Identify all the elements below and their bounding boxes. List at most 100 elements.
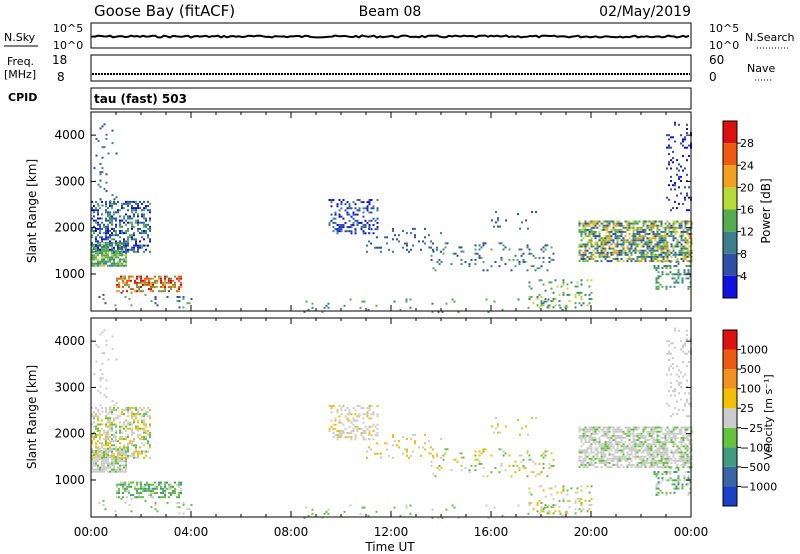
power-cell — [123, 240, 125, 243]
power-cell — [604, 226, 607, 229]
power-cell — [682, 251, 685, 254]
velocity-cell — [514, 460, 517, 463]
power-cell — [614, 224, 617, 227]
velocity-cell — [584, 432, 587, 435]
power-cell — [654, 224, 657, 227]
velocity-frame — [90, 317, 692, 518]
power-cell — [600, 253, 603, 256]
power-cell — [666, 134, 668, 137]
velocity-cell — [600, 459, 603, 462]
power-cell — [648, 241, 651, 244]
velocity-cell — [127, 436, 129, 438]
power-cell — [111, 215, 113, 218]
power-cell — [113, 234, 115, 237]
power-cell — [119, 223, 121, 226]
velocity-cell — [103, 470, 105, 473]
velocity-cell — [376, 452, 378, 455]
velocity-cell — [612, 459, 615, 462]
velocity-cell — [117, 415, 119, 418]
velocity-cell — [107, 447, 109, 450]
power-cell — [654, 258, 657, 260]
power-cell — [673, 265, 676, 267]
power-cell — [109, 250, 111, 253]
velocity-cell — [97, 464, 99, 467]
velocity-cell — [657, 491, 660, 494]
power-cell — [674, 230, 677, 233]
velocity-cell — [618, 434, 621, 437]
power-cell — [97, 221, 99, 224]
velocity-cell — [147, 440, 149, 443]
velocity-cell — [680, 398, 682, 401]
power-cell — [368, 224, 371, 226]
power-cell — [431, 311, 434, 313]
velocity-cell — [590, 451, 593, 454]
velocity-cell — [376, 427, 379, 430]
power-cell — [95, 221, 97, 224]
power-cell — [630, 245, 633, 248]
power-cell — [618, 220, 621, 223]
velocity-cell — [111, 421, 113, 424]
power-cell — [608, 239, 611, 242]
power-cell — [634, 249, 637, 252]
velocity-cell — [685, 483, 688, 486]
velocity-cell — [602, 459, 605, 462]
power-cell — [628, 233, 631, 235]
power-cell — [368, 232, 370, 235]
power-cell — [113, 260, 115, 263]
power-cell — [652, 235, 655, 238]
power-cell — [677, 262, 680, 265]
velocity-cell — [91, 452, 93, 454]
power-cell — [586, 255, 589, 258]
velocity-cell — [538, 473, 541, 476]
power-cell — [544, 298, 547, 300]
velocity-cell — [370, 448, 372, 451]
power-cell — [674, 121, 676, 124]
velocity-cell — [482, 467, 485, 469]
power-cell — [117, 244, 119, 247]
power-cell — [686, 247, 689, 250]
velocity-cell — [127, 406, 129, 409]
velocity-cell — [162, 489, 164, 492]
velocity-cell — [618, 459, 621, 462]
velocity-cell — [634, 455, 637, 458]
power-cell — [667, 273, 670, 276]
velocity-cell — [101, 377, 104, 380]
velocity-cell — [376, 432, 379, 435]
power-cell — [146, 275, 148, 278]
velocity-cell — [430, 464, 433, 467]
velocity-cell — [129, 421, 131, 424]
power-cell — [666, 241, 669, 244]
velocity-cell — [118, 496, 120, 499]
velocity-cell — [122, 481, 124, 484]
power-cell — [622, 226, 625, 229]
velocity-cell — [600, 443, 603, 446]
power-cell — [119, 246, 121, 249]
velocity-cell — [634, 445, 637, 448]
power-cell — [540, 300, 543, 303]
power-cell — [430, 258, 433, 261]
power-cell — [600, 241, 603, 244]
velocity-cell — [588, 445, 591, 448]
velocity-cell — [144, 487, 146, 490]
velocity-cell — [107, 431, 109, 434]
velocity-cell — [101, 419, 103, 422]
power-cell — [127, 217, 129, 220]
power-cell — [93, 264, 95, 267]
velocity-cell — [544, 450, 547, 453]
velocity-cell — [584, 464, 587, 466]
power-cell — [119, 244, 121, 247]
power-cell — [574, 302, 577, 305]
power-cell — [101, 204, 104, 207]
power-cell — [616, 220, 619, 223]
velocity-cell — [662, 464, 665, 466]
velocity-cell — [656, 432, 659, 435]
velocity-cell — [95, 442, 97, 445]
power-cell — [156, 286, 158, 288]
velocity-cell — [107, 421, 109, 424]
velocity-cell — [453, 506, 456, 509]
velocity-cell — [650, 453, 653, 456]
velocity-cell — [668, 455, 671, 458]
power-cell — [93, 219, 95, 222]
velocity-cell — [584, 430, 587, 433]
velocity-cell — [97, 417, 99, 420]
